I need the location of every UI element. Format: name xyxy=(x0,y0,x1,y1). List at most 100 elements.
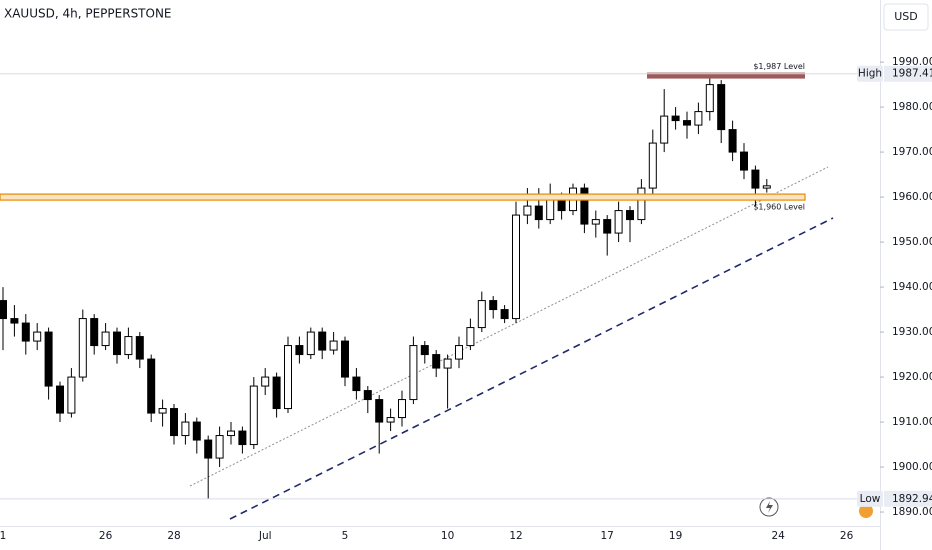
candle-body xyxy=(192,421,201,441)
candle-body xyxy=(33,331,42,342)
low-tag: Low xyxy=(860,493,881,505)
candle-body xyxy=(580,187,589,225)
candle-body xyxy=(318,331,327,351)
event-bolt xyxy=(766,501,773,513)
y-tick-label: 1960.00 xyxy=(892,191,932,203)
candle-body xyxy=(489,300,498,311)
candle-body xyxy=(477,300,486,329)
y-tick-label: 1970.00 xyxy=(892,146,932,158)
marks xyxy=(0,73,771,499)
candle-body xyxy=(306,331,315,356)
candle-body xyxy=(717,84,726,131)
candle-body xyxy=(215,435,224,459)
candle-body xyxy=(671,115,680,122)
candle-body xyxy=(147,358,156,414)
candle-body xyxy=(512,214,520,320)
candle-body xyxy=(398,399,406,419)
candle-body xyxy=(158,408,167,414)
candle-body xyxy=(648,142,657,189)
x-tick-label: 1 xyxy=(0,530,6,542)
candle-body xyxy=(614,210,623,234)
candle-body xyxy=(409,345,418,401)
candle-body xyxy=(363,390,372,401)
y-tick-label: 1920.00 xyxy=(892,371,932,383)
candle-body xyxy=(637,187,646,221)
candle-body xyxy=(113,331,121,356)
candle-body xyxy=(455,345,463,360)
candle-body xyxy=(181,421,190,437)
candle-body xyxy=(272,376,281,410)
x-tick-label: 5 xyxy=(342,530,349,542)
candle-body xyxy=(443,358,452,369)
level-label: $1,960 Level xyxy=(753,203,805,212)
candle-body xyxy=(0,300,7,320)
y-tick-label: 1980.00 xyxy=(892,101,932,113)
candle-body xyxy=(329,340,338,351)
candle-body xyxy=(10,318,19,324)
candle-body xyxy=(284,345,292,410)
candle-body xyxy=(705,84,714,113)
indicator-icon[interactable] xyxy=(859,504,873,518)
y-tick-label: 1900.00 xyxy=(892,461,932,473)
candle-body xyxy=(135,336,144,360)
x-tick-label: 28 xyxy=(167,530,180,542)
x-tick-label: 26 xyxy=(840,530,854,542)
candle-body xyxy=(90,318,99,347)
chart-title: XAUUSD, 4h, PEPPERSTONE xyxy=(4,7,172,21)
candle-body xyxy=(591,219,600,225)
candle-body xyxy=(626,210,634,221)
y-tick-label: 1930.00 xyxy=(892,326,932,338)
candle-body xyxy=(170,408,178,437)
candle-body xyxy=(728,129,737,153)
level-band xyxy=(0,193,806,201)
x-tick-label: Jul xyxy=(258,530,272,542)
trend-line-dashed xyxy=(229,217,834,520)
y-tick-label: 1950.00 xyxy=(892,236,932,248)
x-tick-label: 24 xyxy=(772,530,786,542)
low-value: 1892.94 xyxy=(892,493,932,505)
currency-label: USD xyxy=(894,10,918,23)
candle-body xyxy=(295,345,304,356)
candle-body xyxy=(204,439,213,459)
x-tick-label: 26 xyxy=(99,530,113,542)
candle-body xyxy=(238,430,247,446)
candle-body xyxy=(67,376,76,414)
x-tick-label: 19 xyxy=(669,530,682,542)
candle-body xyxy=(352,376,361,392)
candle-body xyxy=(261,376,270,387)
candle-body xyxy=(740,151,748,171)
high-tag-bg xyxy=(857,65,883,82)
candle-body xyxy=(78,318,87,378)
candle-body xyxy=(386,417,395,423)
candle-body xyxy=(660,115,669,144)
candle-body xyxy=(523,205,532,216)
candle-body xyxy=(683,120,691,126)
y-tick-label: 1940.00 xyxy=(892,281,932,293)
candle-body xyxy=(466,327,475,347)
candle-body xyxy=(56,385,64,414)
candle-body xyxy=(694,111,703,126)
candle-body xyxy=(101,331,110,347)
y-tick-label: 1890.00 xyxy=(892,506,932,518)
candle-body xyxy=(124,336,133,356)
high-tag: High xyxy=(858,68,882,80)
y-tick-label: 1910.00 xyxy=(892,416,932,428)
low-value-bg xyxy=(884,490,932,507)
candle-body xyxy=(227,430,235,437)
candle-body xyxy=(432,354,441,369)
candle-body xyxy=(762,185,771,189)
candle-body xyxy=(603,219,612,234)
candle-body xyxy=(375,399,384,423)
y-tick-label: 1990.00 xyxy=(892,56,932,68)
candle-body xyxy=(500,309,509,320)
candle-body xyxy=(249,385,258,446)
level-box xyxy=(647,72,805,79)
currency-button[interactable] xyxy=(883,3,929,31)
candle-body xyxy=(751,169,760,189)
candle-body xyxy=(44,331,53,387)
candle-body xyxy=(341,340,349,378)
candle-body xyxy=(534,205,543,221)
x-tick-label: 17 xyxy=(601,530,614,542)
high-value: 1987.41 xyxy=(892,68,932,80)
